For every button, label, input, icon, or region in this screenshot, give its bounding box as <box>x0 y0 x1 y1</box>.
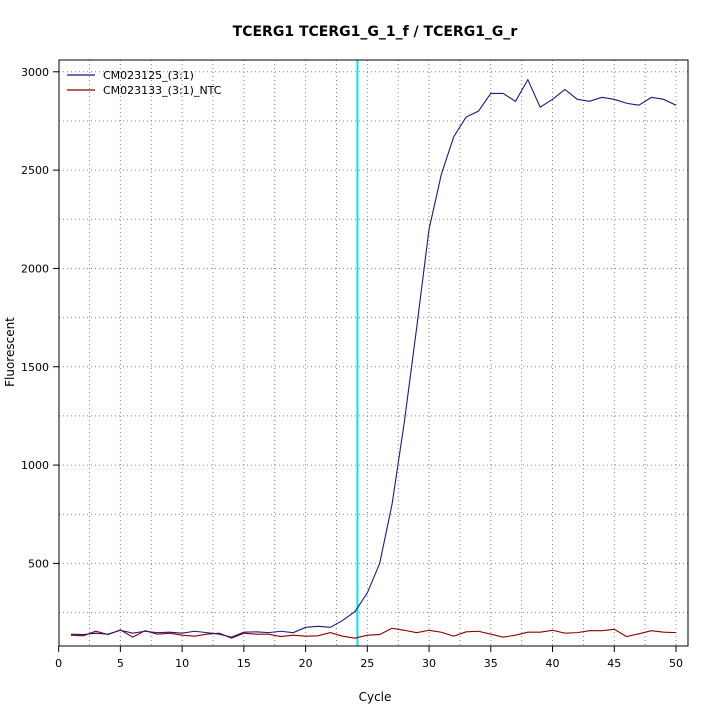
x-tick-label: 45 <box>607 657 621 670</box>
x-tick-label: 20 <box>299 657 313 670</box>
x-tick-label: 15 <box>237 657 251 670</box>
x-tick-label: 40 <box>546 657 560 670</box>
x-tick-label: 30 <box>422 657 436 670</box>
y-tick-label: 2000 <box>21 262 49 275</box>
x-axis-label: Cycle <box>359 690 392 704</box>
x-tick-label: 10 <box>175 657 189 670</box>
x-tick-label: 0 <box>55 657 62 670</box>
y-tick-label: 2500 <box>21 164 49 177</box>
y-tick-label: 1500 <box>21 361 49 374</box>
y-tick-label: 3000 <box>21 66 49 79</box>
y-axis: 500 1000 1500 2000 2500 3000 <box>21 66 59 570</box>
series-line-2 <box>70 627 677 639</box>
chart-title: TCERG1 TCERG1_G_1_f / TCERG1_G_r <box>233 24 518 40</box>
y-tick-label: 1000 <box>21 459 49 472</box>
legend-label-2: CM023133_(3:1)_NTC <box>103 84 222 97</box>
x-tick-label: 25 <box>360 657 374 670</box>
plot-frame <box>58 59 689 647</box>
legend: CM023125_(3:1) CM023133_(3:1)_NTC <box>67 69 222 97</box>
series-line-1 <box>70 78 677 638</box>
x-tick-label: 50 <box>669 657 683 670</box>
series-lines <box>70 78 677 639</box>
grid-lines <box>59 60 688 646</box>
x-axis: 0 5 10 15 20 25 30 35 40 45 50 <box>55 646 683 670</box>
x-tick-label: 35 <box>484 657 498 670</box>
legend-label-1: CM023125_(3:1) <box>103 69 194 82</box>
x-tick-label: 5 <box>117 657 124 670</box>
y-axis-label: Fluorescent <box>3 317 17 387</box>
y-tick-label: 500 <box>28 557 49 570</box>
